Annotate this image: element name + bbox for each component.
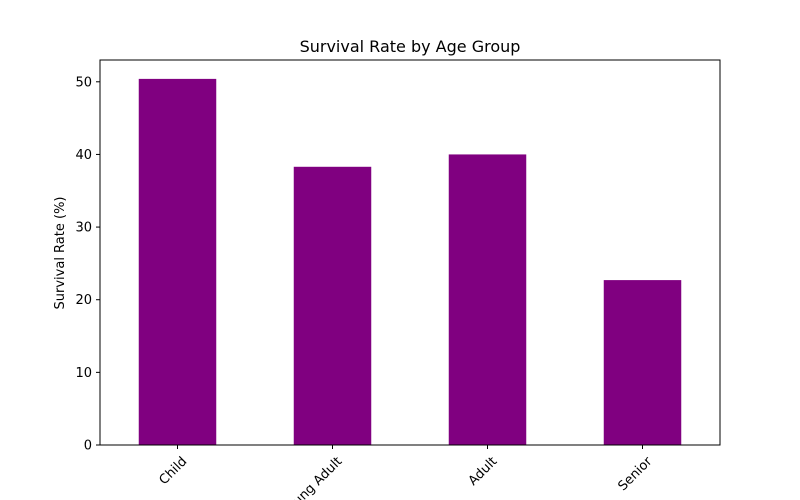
y-tick-label-0: 0 (84, 439, 92, 454)
y-tick-label-30: 30 (75, 221, 92, 236)
bars-group (138, 78, 682, 446)
y-ticks-group: 0 10 20 30 40 50 (75, 75, 100, 454)
plot-frame (99, 59, 721, 446)
x-tick-label-adult: Adult (466, 454, 501, 489)
bar-senior (603, 280, 682, 445)
y-tick-label-40: 40 (75, 148, 92, 163)
x-tick-label-young-adult: Young Adult (280, 454, 346, 500)
x-tick-label-child: Child (157, 454, 191, 488)
chart-title: Survival Rate by Age Group (300, 37, 521, 56)
y-axis-label: Survival Rate (%) (53, 197, 68, 310)
bar-adult (448, 154, 527, 445)
y-tick-label-50: 50 (75, 75, 92, 90)
bar-young-adult (293, 166, 372, 445)
bar-child (138, 78, 217, 446)
x-tick-label-senior: Senior (615, 454, 655, 494)
y-tick-label-10: 10 (75, 366, 92, 381)
y-tick-label-20: 20 (75, 293, 92, 308)
x-ticks-group: Child Young Adult Adult Senior (157, 445, 656, 500)
